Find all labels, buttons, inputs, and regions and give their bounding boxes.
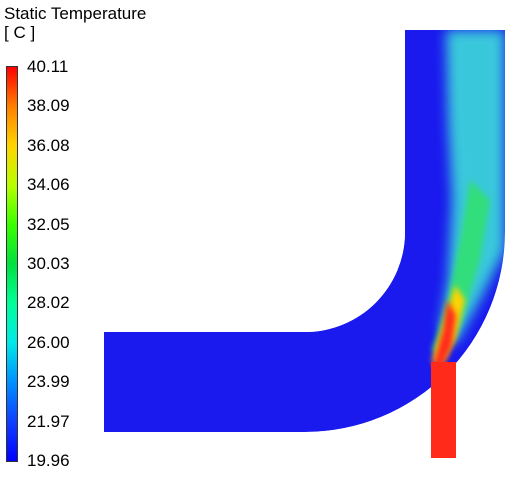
tick-label: 38.09 [27,96,70,115]
tick-label: 30.03 [27,254,70,273]
tick-label: 21.97 [27,412,70,431]
tick-label: 40.11 [27,57,69,76]
legend-title-text: Static Temperature [4,4,147,23]
hot-inlet-jet [431,362,456,458]
plume-red-region [433,300,456,372]
tick-label: 26.00 [27,333,70,352]
legend-title: Static Temperature [ C ] [4,4,146,42]
tick-label: 23.99 [27,372,70,391]
tick-label: 34.06 [27,175,70,194]
legend-unit-text: [ C ] [4,23,36,42]
legend-colorbar [6,66,18,462]
tick-label: 36.08 [27,136,70,155]
tick-label: 28.02 [27,293,70,312]
tick-label: 19.96 [27,451,70,470]
tick-label: 32.05 [27,215,70,234]
pipe-elbow-domain [104,30,505,432]
